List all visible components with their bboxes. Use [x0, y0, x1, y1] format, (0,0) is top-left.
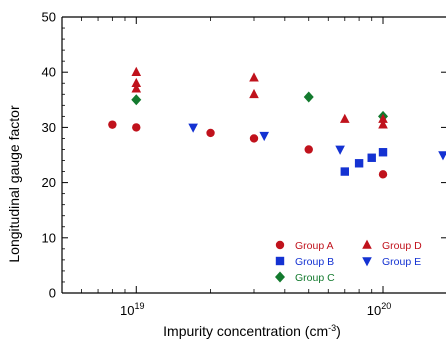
- group-a-point: [249, 134, 259, 143]
- group-d-point: [249, 88, 259, 99]
- group-e-point: [335, 145, 345, 155]
- legend-marker-group-d: [362, 239, 372, 249]
- group-d-point: [131, 66, 142, 76]
- group-c-point: [303, 91, 314, 103]
- y-tick-label: 0: [49, 286, 56, 301]
- y-axis-title: Longitudinal gauge factor: [6, 105, 22, 263]
- group-b-point: [340, 167, 349, 176]
- legend-label-group-d: Group D: [382, 240, 422, 252]
- legend-label-group-c: Group C: [295, 272, 335, 284]
- group-c-point: [131, 94, 142, 106]
- y-tick-label: 40: [42, 65, 56, 80]
- group-a-point: [206, 128, 215, 138]
- group-a-point: [378, 170, 388, 179]
- legend-label-group-e: Group E: [382, 256, 421, 268]
- x-tick-label: 1020: [367, 301, 391, 318]
- group-d-point: [378, 113, 388, 123]
- group-e-point: [438, 151, 446, 161]
- legend: Group A Group D Group B Group E Group C: [275, 239, 422, 284]
- legend-marker-group-e: [362, 257, 372, 267]
- y-tick-label: 30: [42, 120, 56, 135]
- group-b-point: [378, 148, 388, 157]
- group-b-point: [354, 159, 364, 168]
- legend-marker-group-b: [275, 256, 285, 266]
- legend-label-group-a: Group A: [295, 240, 334, 252]
- y-tick-label: 50: [42, 10, 56, 25]
- y-tick-label: 20: [42, 175, 56, 190]
- group-e-point: [188, 123, 198, 133]
- y-tick-label: 10: [42, 230, 56, 245]
- legend-label-group-b: Group B: [295, 256, 334, 268]
- group-d-point: [249, 72, 259, 82]
- x-axis-title: Impurity concentration (cm-3): [163, 323, 341, 339]
- group-b-point: [367, 153, 376, 162]
- group-a-point: [132, 123, 141, 132]
- group-e-point: [259, 131, 270, 142]
- group-d-point: [339, 113, 350, 123]
- group-d-point: [378, 119, 388, 129]
- group-d-point: [131, 77, 142, 88]
- group-d-point: [131, 83, 142, 93]
- group-a-point: [108, 120, 117, 129]
- legend-marker-group-a: [275, 240, 285, 250]
- group-a-point: [304, 145, 313, 154]
- data-points: [108, 66, 446, 179]
- legend-marker-group-c: [275, 271, 285, 283]
- x-tick-label: 1019: [120, 301, 144, 318]
